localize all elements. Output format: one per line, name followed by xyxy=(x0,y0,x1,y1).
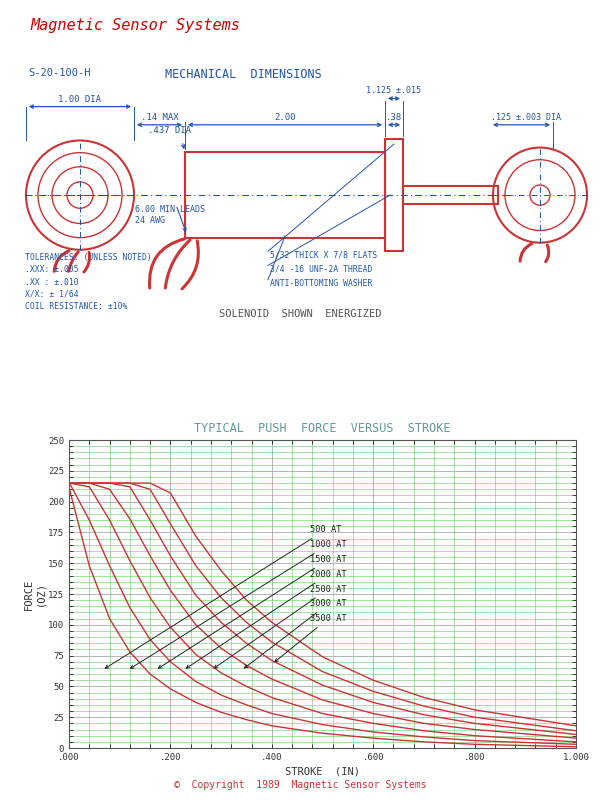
Text: 1.125 ±.015: 1.125 ±.015 xyxy=(367,86,421,95)
Text: 2500 AT: 2500 AT xyxy=(214,585,347,668)
Text: ANTI-BOTTOMING WASHER: ANTI-BOTTOMING WASHER xyxy=(270,278,373,287)
Text: 1000 AT: 1000 AT xyxy=(131,540,347,668)
Text: 3000 AT: 3000 AT xyxy=(244,599,347,668)
Text: S-20-100-H: S-20-100-H xyxy=(28,68,91,78)
Text: .XX : ±.010: .XX : ±.010 xyxy=(25,278,79,286)
Text: MECHANICAL  DIMENSIONS: MECHANICAL DIMENSIONS xyxy=(165,68,322,81)
Text: TOLERANCES: (UNLESS NOTED): TOLERANCES: (UNLESS NOTED) xyxy=(25,254,152,262)
Text: 2000 AT: 2000 AT xyxy=(186,570,347,668)
Y-axis label: FORCE
(OZ): FORCE (OZ) xyxy=(23,578,45,610)
Text: X/X: ± 1/64: X/X: ± 1/64 xyxy=(25,290,79,298)
Text: .437 DIA: .437 DIA xyxy=(148,126,191,135)
Text: 3/4 -16 UNF-2A THREAD: 3/4 -16 UNF-2A THREAD xyxy=(270,265,373,274)
Bar xyxy=(185,152,385,238)
Text: 1.00 DIA: 1.00 DIA xyxy=(59,94,101,103)
Bar xyxy=(403,186,498,204)
Text: .XXX: ±.005: .XXX: ±.005 xyxy=(25,266,79,274)
Text: 5/32 THICK X 7/8 FLATS: 5/32 THICK X 7/8 FLATS xyxy=(270,250,377,259)
Text: 6.00 MIN LEADS
24 AWG: 6.00 MIN LEADS 24 AWG xyxy=(135,205,205,225)
X-axis label: STROKE  (IN): STROKE (IN) xyxy=(285,766,360,776)
Text: .38: .38 xyxy=(386,113,402,122)
Text: Magnetic Sensor Systems: Magnetic Sensor Systems xyxy=(30,18,240,33)
Text: .14 MAX: .14 MAX xyxy=(140,113,178,122)
Text: 500 AT: 500 AT xyxy=(105,526,341,668)
Text: SOLENOID  SHOWN  ENERGIZED: SOLENOID SHOWN ENERGIZED xyxy=(219,309,381,319)
Bar xyxy=(385,139,403,251)
Text: COIL RESISTANCE: ±10%: COIL RESISTANCE: ±10% xyxy=(25,302,127,311)
Text: 1500 AT: 1500 AT xyxy=(158,555,347,668)
Title: TYPICAL  PUSH  FORCE  VERSUS  STROKE: TYPICAL PUSH FORCE VERSUS STROKE xyxy=(194,422,451,434)
Text: 3500 AT: 3500 AT xyxy=(275,614,347,662)
Text: 2.00: 2.00 xyxy=(274,113,296,122)
Text: .125 ±.003 DIA: .125 ±.003 DIA xyxy=(491,113,561,122)
Text: ©  Copyright  1989  Magnetic Sensor Systems: © Copyright 1989 Magnetic Sensor Systems xyxy=(173,781,427,790)
